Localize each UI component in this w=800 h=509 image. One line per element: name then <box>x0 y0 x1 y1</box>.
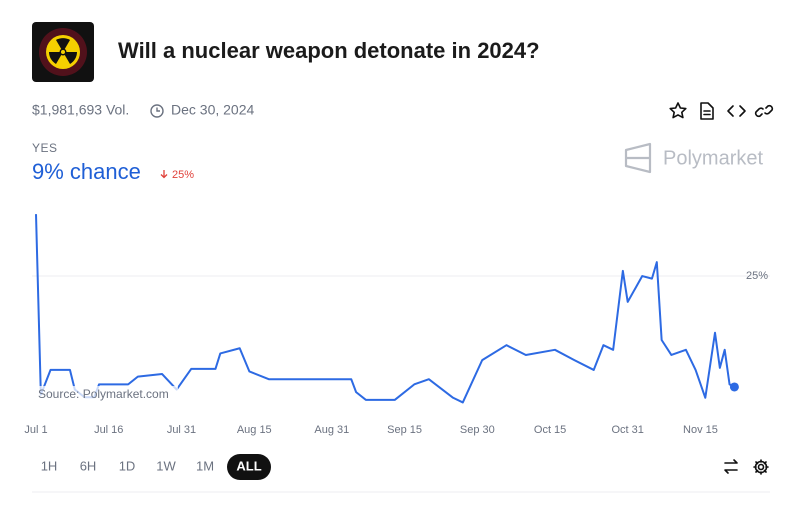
embed-button[interactable] <box>727 105 746 117</box>
x-tick-label: Aug 31 <box>314 424 349 436</box>
bookmark-button[interactable] <box>669 102 687 119</box>
market-icon <box>32 22 94 82</box>
change: 25% <box>172 169 194 181</box>
range-button[interactable]: 1H <box>41 458 58 473</box>
rules-button[interactable] <box>700 102 714 120</box>
range-button[interactable]: 1D <box>119 458 136 473</box>
copy-link-button[interactable] <box>754 104 774 118</box>
market-title: Will a nuclear weapon detonate in 2024? <box>118 38 540 63</box>
volume: $1,981,693 Vol. <box>32 102 129 118</box>
chance: 9% chance <box>32 159 141 184</box>
x-tick-label: Jul 16 <box>94 424 123 436</box>
end-date: Dec 30, 2024 <box>171 102 254 118</box>
x-tick-label: Aug 15 <box>237 424 272 436</box>
range-button[interactable]: 1M <box>196 458 214 473</box>
clock-icon <box>150 104 164 118</box>
outcome-label: YES <box>32 141 58 155</box>
range-button[interactable]: ALL <box>236 458 261 473</box>
range-selected-bg <box>227 454 271 480</box>
range-button[interactable]: 1W <box>156 458 176 473</box>
range-selector: 1H 6H 1D 1W 1M ALL <box>41 454 271 480</box>
settings-button[interactable] <box>753 459 769 475</box>
range-button[interactable]: 6H <box>80 458 97 473</box>
swap-button[interactable] <box>724 459 738 474</box>
x-tick-label: Nov 15 <box>683 424 718 436</box>
x-tick-label: Sep 30 <box>460 424 495 436</box>
brand-name: Polymarket <box>663 147 763 169</box>
last-point <box>729 382 739 392</box>
price-chart: 25% Jul 1 Jul 16 Jul 31 Aug 15 Aug 31 Sep 15 Se… <box>24 214 770 436</box>
y-tick-label: 25% <box>746 270 768 282</box>
x-tick-label: Oct 31 <box>611 424 643 436</box>
x-tick-label: Jul 31 <box>167 424 196 436</box>
brand-logo <box>624 142 652 174</box>
x-tick-label: Sep 15 <box>387 424 422 436</box>
down-arrow <box>160 170 168 179</box>
x-tick-label: Oct 15 <box>534 424 566 436</box>
x-tick-label: Jul 1 <box>24 424 47 436</box>
annotation-bg <box>34 386 178 404</box>
source-note: Source: Polymarket.com <box>38 387 169 401</box>
price-line <box>35 214 735 404</box>
